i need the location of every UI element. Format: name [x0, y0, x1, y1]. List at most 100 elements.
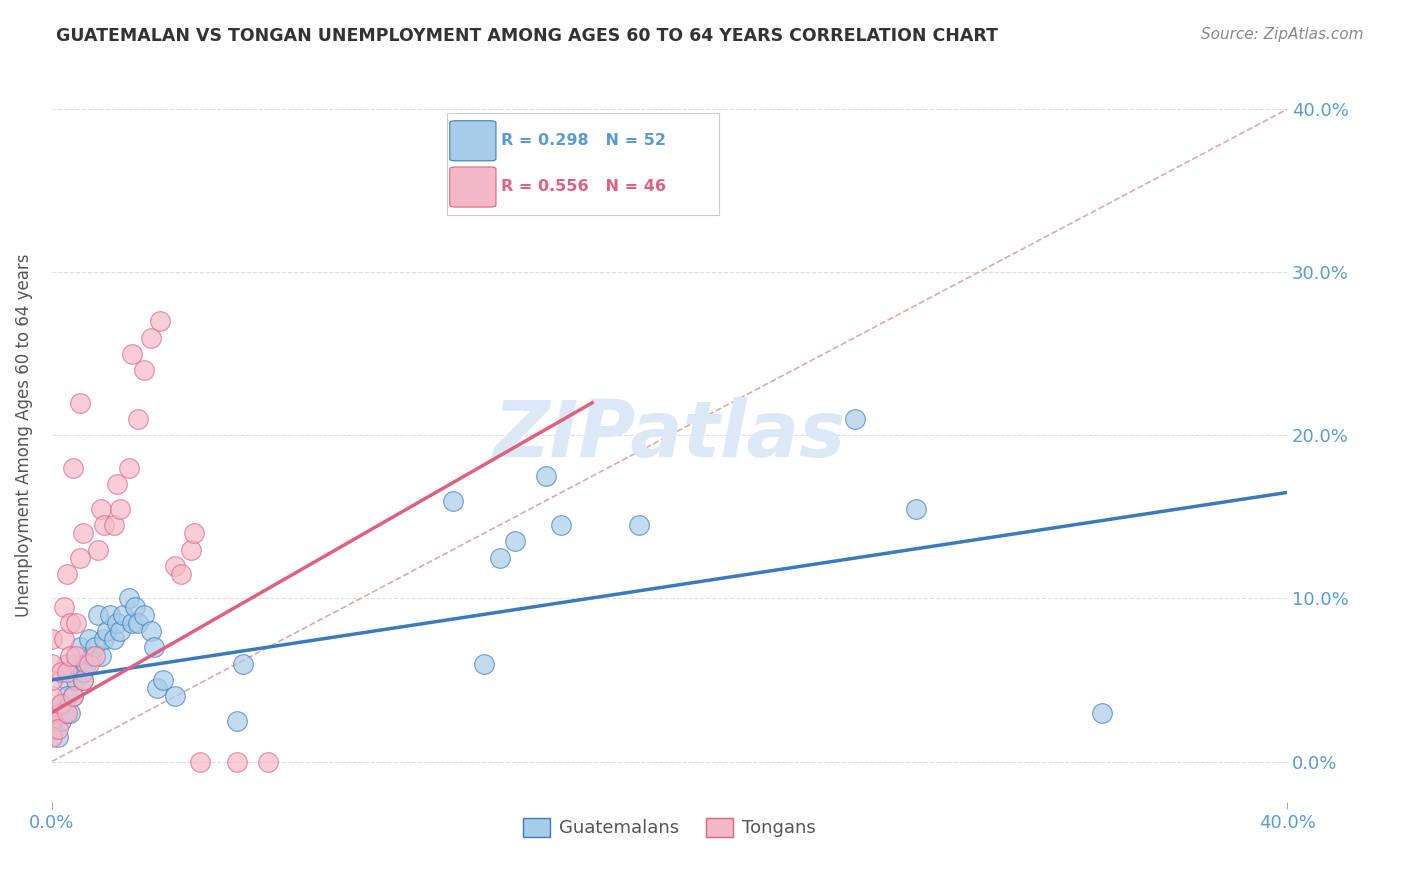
- Point: [69, 396, 91, 410]
- Point: [145, 681, 167, 695]
- Point: [121, 615, 143, 630]
- Point: [41, 690, 63, 704]
- Point: [56, 657, 79, 671]
- Point: [62, 690, 84, 704]
- Point: [46, 722, 69, 736]
- Point: [65, 615, 87, 630]
- Point: [180, 542, 202, 557]
- Point: [53, 599, 76, 614]
- Point: [100, 607, 122, 622]
- Point: [134, 607, 156, 622]
- Point: [41, 714, 63, 728]
- Point: [111, 607, 134, 622]
- Point: [77, 657, 100, 671]
- Text: GUATEMALAN VS TONGAN UNEMPLOYMENT AMONG AGES 60 TO 64 YEARS CORRELATION CHART: GUATEMALAN VS TONGAN UNEMPLOYMENT AMONG …: [56, 27, 998, 45]
- Point: [56, 673, 79, 687]
- Point: [62, 461, 84, 475]
- Point: [139, 330, 162, 344]
- Point: [77, 632, 100, 647]
- Point: [103, 632, 125, 647]
- Point: [127, 412, 149, 426]
- Point: [72, 673, 94, 687]
- Point: [62, 690, 84, 704]
- Point: [87, 607, 110, 622]
- Point: [72, 673, 94, 687]
- Point: [65, 648, 87, 663]
- Point: [226, 755, 249, 769]
- Point: [488, 550, 510, 565]
- Point: [257, 755, 280, 769]
- Point: [49, 698, 72, 712]
- Point: [165, 690, 187, 704]
- Point: [93, 632, 115, 647]
- Point: [41, 673, 63, 687]
- Point: [472, 657, 495, 671]
- Point: [844, 412, 866, 426]
- Point: [142, 640, 165, 655]
- Point: [56, 706, 79, 720]
- Text: ZIPatlas: ZIPatlas: [494, 398, 845, 474]
- Point: [87, 542, 110, 557]
- Point: [59, 648, 82, 663]
- Point: [80, 648, 103, 663]
- Point: [121, 347, 143, 361]
- Point: [41, 714, 63, 728]
- Point: [124, 599, 146, 614]
- Point: [65, 657, 87, 671]
- Point: [90, 501, 112, 516]
- Point: [503, 534, 526, 549]
- Point: [90, 648, 112, 663]
- Point: [72, 526, 94, 541]
- Point: [108, 624, 131, 638]
- Point: [118, 461, 141, 475]
- Point: [165, 558, 187, 573]
- Point: [49, 714, 72, 728]
- Point: [170, 566, 193, 581]
- Point: [108, 501, 131, 516]
- Text: Source: ZipAtlas.com: Source: ZipAtlas.com: [1201, 27, 1364, 42]
- Point: [41, 730, 63, 744]
- Y-axis label: Unemployment Among Ages 60 to 64 years: Unemployment Among Ages 60 to 64 years: [15, 253, 32, 617]
- Point: [56, 690, 79, 704]
- Point: [53, 706, 76, 720]
- Point: [72, 665, 94, 679]
- Point: [105, 615, 128, 630]
- Point: [139, 624, 162, 638]
- Point: [550, 518, 572, 533]
- Point: [69, 640, 91, 655]
- Point: [56, 665, 79, 679]
- Point: [65, 673, 87, 687]
- Point: [232, 657, 254, 671]
- Point: [103, 518, 125, 533]
- Point: [41, 657, 63, 671]
- Point: [226, 714, 249, 728]
- Point: [534, 469, 557, 483]
- Point: [41, 706, 63, 720]
- Point: [149, 314, 172, 328]
- Point: [75, 657, 97, 671]
- Point: [59, 615, 82, 630]
- Point: [49, 698, 72, 712]
- Point: [188, 755, 211, 769]
- Point: [49, 665, 72, 679]
- Point: [105, 477, 128, 491]
- Point: [84, 640, 107, 655]
- Point: [41, 706, 63, 720]
- Point: [627, 518, 650, 533]
- Point: [152, 673, 174, 687]
- Legend: Guatemalans, Tongans: Guatemalans, Tongans: [516, 811, 824, 845]
- Point: [59, 706, 82, 720]
- Point: [46, 730, 69, 744]
- Point: [134, 363, 156, 377]
- Point: [183, 526, 205, 541]
- Point: [84, 648, 107, 663]
- Point: [441, 493, 464, 508]
- Point: [53, 632, 76, 647]
- Point: [41, 632, 63, 647]
- Point: [93, 518, 115, 533]
- Point: [56, 566, 79, 581]
- Point: [41, 722, 63, 736]
- Point: [127, 615, 149, 630]
- Point: [69, 550, 91, 565]
- Point: [905, 501, 928, 516]
